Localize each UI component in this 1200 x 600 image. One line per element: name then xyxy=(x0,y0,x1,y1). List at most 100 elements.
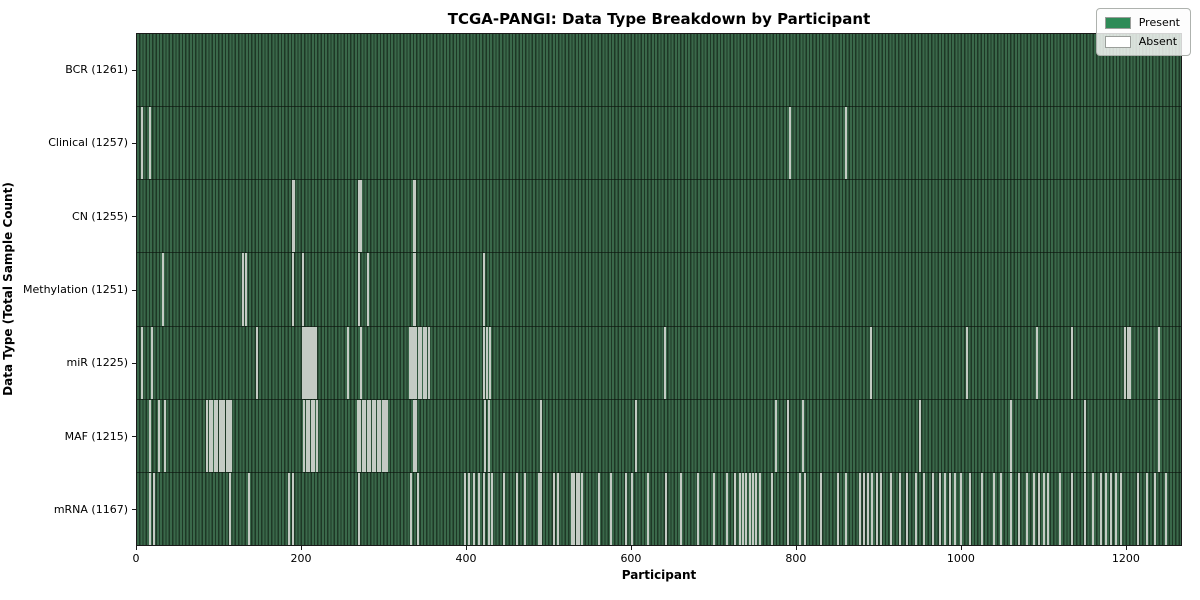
absent-mark xyxy=(308,399,311,472)
absent-mark xyxy=(482,326,485,399)
absent-mark xyxy=(381,399,384,472)
absent-mark xyxy=(943,472,946,545)
absent-mark xyxy=(369,399,372,472)
x-tick-label: 200 xyxy=(290,552,312,565)
absent-mark xyxy=(346,326,349,399)
absent-mark xyxy=(161,253,164,326)
absent-mark xyxy=(408,326,411,399)
legend-label-absent: Absent xyxy=(1138,35,1178,48)
absent-mark xyxy=(255,326,258,399)
absent-mark xyxy=(775,399,778,472)
absent-mark xyxy=(413,326,416,399)
absent-mark xyxy=(301,253,304,326)
absent-mark xyxy=(556,472,559,545)
x-tick-mark xyxy=(465,546,467,550)
absent-mark xyxy=(1017,472,1020,545)
absent-mark xyxy=(379,399,382,472)
x-tick-mark xyxy=(1125,546,1127,550)
absent-mark xyxy=(386,399,389,472)
y-tick-label: MAF (1215) xyxy=(64,429,128,443)
absent-mark xyxy=(213,399,216,472)
absent-mark xyxy=(150,326,153,399)
legend-entry-absent: Absent xyxy=(1104,35,1180,48)
absent-mark xyxy=(1059,472,1062,545)
absent-mark xyxy=(310,399,313,472)
absent-mark xyxy=(898,472,901,545)
x-tick-mark xyxy=(136,546,137,550)
absent-mark xyxy=(229,472,232,545)
absent-mark xyxy=(725,472,728,545)
absent-mark xyxy=(1137,472,1140,545)
absent-mark xyxy=(993,472,996,545)
y-tick-mark xyxy=(132,362,136,364)
absent-mark xyxy=(1071,472,1074,545)
legend: Present Absent xyxy=(1095,8,1191,56)
absent-mark xyxy=(141,326,144,399)
absent-mark xyxy=(305,399,308,472)
absent-mark xyxy=(515,472,518,545)
absent-mark xyxy=(291,472,294,545)
absent-mark xyxy=(1071,326,1074,399)
absent-mark xyxy=(157,399,160,472)
absent-mark xyxy=(745,472,748,545)
absent-mark xyxy=(696,472,699,545)
absent-mark xyxy=(415,399,418,472)
y-tick-mark xyxy=(132,142,136,144)
absent-mark xyxy=(1046,472,1049,545)
absent-mark xyxy=(487,399,490,472)
absent-mark xyxy=(412,253,415,326)
absent-mark xyxy=(141,107,144,180)
x-tick-mark xyxy=(960,546,962,550)
absent-mark xyxy=(482,253,485,326)
absent-mark xyxy=(923,472,926,545)
y-tick-label: Clinical (1257) xyxy=(48,136,128,150)
absent-mark xyxy=(845,107,848,180)
absent-mark xyxy=(293,180,296,253)
heatmap-row-methylation xyxy=(137,253,1181,327)
absent-mark xyxy=(770,472,773,545)
absent-mark xyxy=(153,472,156,545)
absent-mark xyxy=(680,472,683,545)
absent-mark xyxy=(915,472,918,545)
absent-mark xyxy=(164,399,167,472)
absent-mark xyxy=(208,399,211,472)
absent-mark xyxy=(1124,326,1127,399)
absent-mark xyxy=(664,472,667,545)
absent-mark xyxy=(890,472,893,545)
absent-mark xyxy=(1009,472,1012,545)
absent-mark xyxy=(1042,472,1045,545)
absent-mark xyxy=(1032,472,1035,545)
absent-mark xyxy=(410,472,413,545)
heatmap-row-clinical xyxy=(137,107,1181,181)
heatmap-row-bcr xyxy=(137,34,1181,108)
absent-mark xyxy=(371,399,374,472)
absent-mark xyxy=(242,253,245,326)
absent-mark xyxy=(1100,472,1103,545)
absent-mark xyxy=(288,472,291,545)
absent-mark xyxy=(211,399,214,472)
x-tick-mark xyxy=(630,546,632,550)
absent-mark xyxy=(248,472,251,545)
y-tick-label: Methylation (1251) xyxy=(23,283,128,296)
absent-mark xyxy=(820,472,823,545)
absent-mark xyxy=(906,472,908,545)
absent-mark xyxy=(752,472,755,545)
absent-mark xyxy=(149,107,152,180)
absent-mark xyxy=(358,180,361,253)
absent-mark xyxy=(845,472,848,545)
absent-mark xyxy=(360,326,363,399)
absent-mark xyxy=(291,253,294,326)
x-tick-mark xyxy=(300,546,302,550)
x-axis-label: Participant xyxy=(621,568,697,582)
absent-mark xyxy=(738,472,741,545)
absent-mark xyxy=(802,399,805,472)
absent-mark xyxy=(412,399,415,472)
absent-mark xyxy=(301,326,304,399)
absent-mark xyxy=(1145,472,1148,545)
absent-mark xyxy=(427,326,430,399)
absent-mark xyxy=(360,180,363,253)
absent-mark xyxy=(931,472,934,545)
absent-mark xyxy=(411,326,414,399)
absent-mark xyxy=(540,472,543,545)
